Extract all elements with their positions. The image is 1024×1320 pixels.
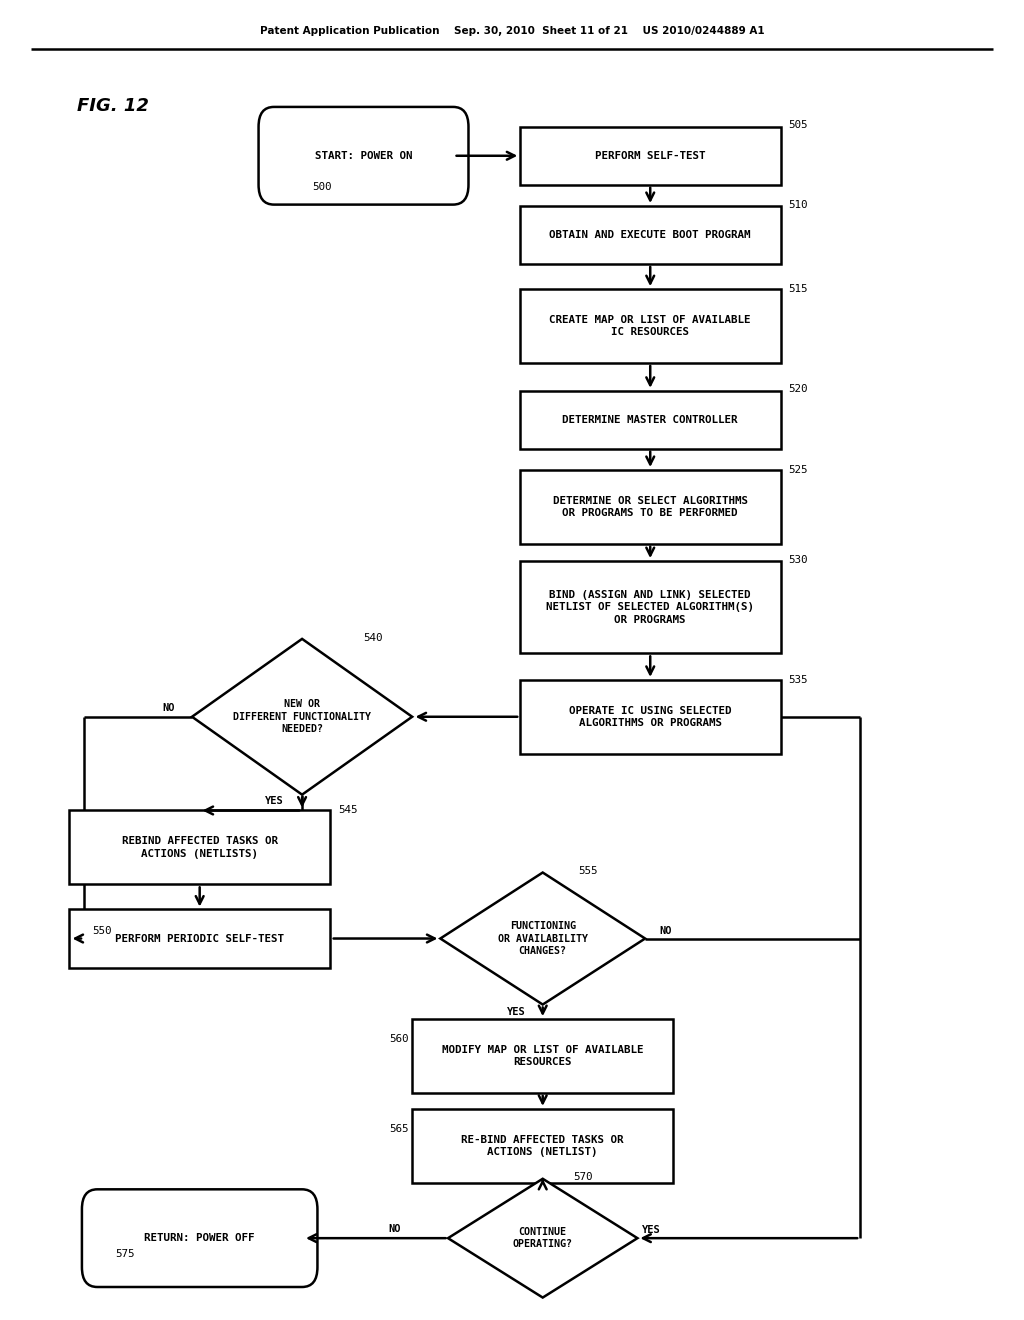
FancyBboxPatch shape — [70, 810, 330, 884]
Text: 520: 520 — [788, 384, 808, 395]
Text: 525: 525 — [788, 465, 808, 475]
Polygon shape — [449, 1179, 637, 1298]
Text: 530: 530 — [788, 554, 808, 565]
Text: NO: NO — [163, 702, 175, 713]
Text: 510: 510 — [788, 199, 808, 210]
Text: RE-BIND AFFECTED TASKS OR
ACTIONS (NETLIST): RE-BIND AFFECTED TASKS OR ACTIONS (NETLI… — [462, 1135, 624, 1156]
Text: OPERATE IC USING SELECTED
ALGORITHMS OR PROGRAMS: OPERATE IC USING SELECTED ALGORITHMS OR … — [569, 706, 731, 727]
Text: OBTAIN AND EXECUTE BOOT PROGRAM: OBTAIN AND EXECUTE BOOT PROGRAM — [550, 230, 751, 240]
Text: NO: NO — [659, 925, 672, 936]
Text: 535: 535 — [788, 675, 808, 685]
Text: 560: 560 — [389, 1034, 409, 1044]
Text: RETURN: POWER OFF: RETURN: POWER OFF — [144, 1233, 255, 1243]
FancyBboxPatch shape — [520, 470, 781, 544]
Text: 515: 515 — [788, 284, 808, 294]
FancyBboxPatch shape — [82, 1189, 317, 1287]
Text: FIG. 12: FIG. 12 — [77, 96, 148, 115]
Polygon shape — [440, 873, 645, 1005]
Text: 565: 565 — [389, 1123, 409, 1134]
Text: FUNCTIONING
OR AVAILABILITY
CHANGES?: FUNCTIONING OR AVAILABILITY CHANGES? — [498, 921, 588, 956]
Text: 500: 500 — [312, 182, 332, 193]
Text: 540: 540 — [364, 632, 383, 643]
Text: YES: YES — [265, 796, 284, 807]
Text: DETERMINE MASTER CONTROLLER: DETERMINE MASTER CONTROLLER — [562, 414, 738, 425]
FancyBboxPatch shape — [520, 680, 781, 754]
Text: 550: 550 — [92, 925, 112, 936]
Text: 555: 555 — [579, 866, 598, 876]
Polygon shape — [193, 639, 412, 795]
Text: YES: YES — [507, 1007, 525, 1018]
Text: YES: YES — [642, 1225, 660, 1236]
Text: PERFORM SELF-TEST: PERFORM SELF-TEST — [595, 150, 706, 161]
Text: 575: 575 — [115, 1249, 134, 1259]
FancyBboxPatch shape — [258, 107, 468, 205]
FancyBboxPatch shape — [520, 561, 781, 653]
FancyBboxPatch shape — [520, 206, 781, 264]
Text: NEW OR
DIFFERENT FUNCTIONALITY
NEEDED?: NEW OR DIFFERENT FUNCTIONALITY NEEDED? — [233, 700, 371, 734]
Text: DETERMINE OR SELECT ALGORITHMS
OR PROGRAMS TO BE PERFORMED: DETERMINE OR SELECT ALGORITHMS OR PROGRA… — [553, 496, 748, 517]
Text: BIND (ASSIGN AND LINK) SELECTED
NETLIST OF SELECTED ALGORITHM(S)
OR PROGRAMS: BIND (ASSIGN AND LINK) SELECTED NETLIST … — [546, 590, 755, 624]
Text: 505: 505 — [788, 120, 808, 131]
FancyBboxPatch shape — [412, 1019, 674, 1093]
Text: Patent Application Publication    Sep. 30, 2010  Sheet 11 of 21    US 2010/02448: Patent Application Publication Sep. 30, … — [260, 26, 764, 37]
Text: MODIFY MAP OR LIST OF AVAILABLE
RESOURCES: MODIFY MAP OR LIST OF AVAILABLE RESOURCE… — [442, 1045, 643, 1067]
FancyBboxPatch shape — [70, 909, 330, 968]
Text: 570: 570 — [573, 1172, 593, 1183]
Text: CONTINUE
OPERATING?: CONTINUE OPERATING? — [513, 1228, 572, 1249]
FancyBboxPatch shape — [412, 1109, 674, 1183]
Text: NO: NO — [388, 1224, 400, 1234]
Text: 545: 545 — [338, 805, 357, 816]
FancyBboxPatch shape — [520, 127, 781, 185]
FancyBboxPatch shape — [520, 289, 781, 363]
Text: START: POWER ON: START: POWER ON — [314, 150, 413, 161]
Text: CREATE MAP OR LIST OF AVAILABLE
IC RESOURCES: CREATE MAP OR LIST OF AVAILABLE IC RESOU… — [550, 315, 751, 337]
FancyBboxPatch shape — [520, 391, 781, 449]
Text: REBIND AFFECTED TASKS OR
ACTIONS (NETLISTS): REBIND AFFECTED TASKS OR ACTIONS (NETLIS… — [122, 837, 278, 858]
Text: PERFORM PERIODIC SELF-TEST: PERFORM PERIODIC SELF-TEST — [115, 933, 285, 944]
